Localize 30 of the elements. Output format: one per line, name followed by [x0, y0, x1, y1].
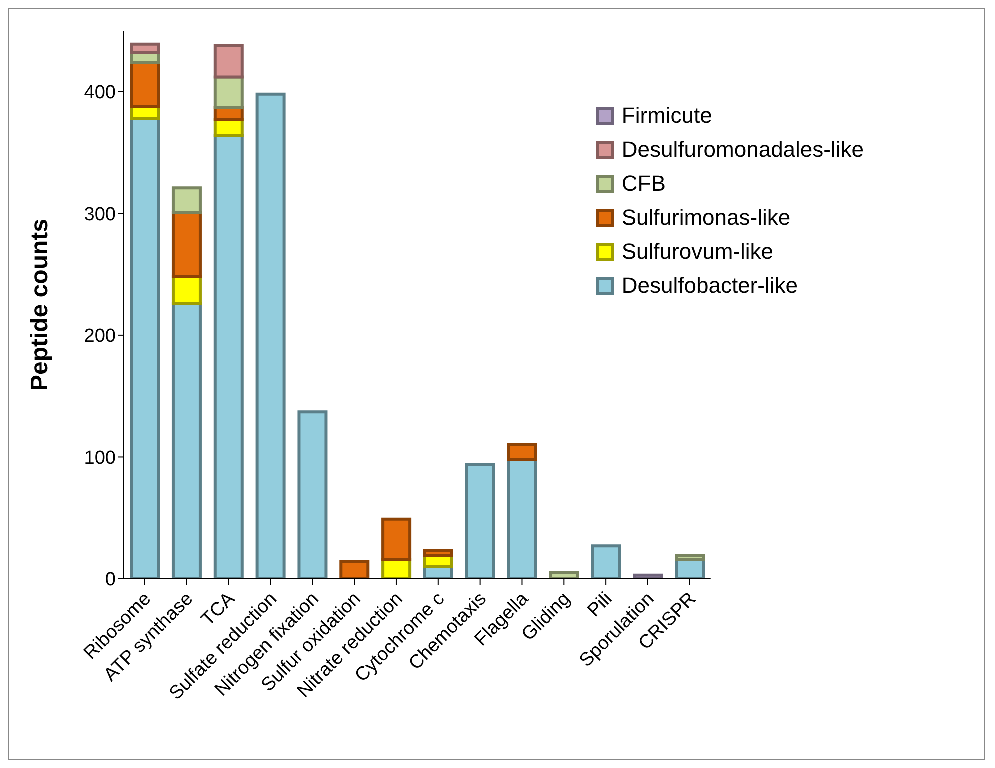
bar	[507, 458, 538, 579]
bar	[130, 42, 160, 54]
bar	[340, 560, 370, 579]
legend-label: Firmicute	[622, 103, 712, 129]
bar	[591, 544, 622, 579]
legend-label: Sulfurimonas-like	[622, 205, 791, 231]
bar	[256, 92, 286, 579]
y-axis-title: Peptide counts	[26, 218, 54, 392]
bar	[172, 186, 202, 214]
bar	[549, 571, 580, 579]
bar	[214, 134, 244, 579]
legend-label: Desulfobacter-like	[622, 273, 798, 299]
y-tick-label: 400	[84, 82, 116, 104]
y-tick-label: 0	[105, 570, 116, 591]
legend-label: Sulfurovum-like	[622, 239, 774, 265]
legend-label: CFB	[622, 171, 666, 197]
bar	[130, 117, 160, 579]
bar	[298, 410, 328, 579]
bar	[633, 574, 664, 579]
bar	[507, 444, 538, 462]
y-tick-label: 300	[84, 204, 116, 226]
bar	[675, 554, 705, 562]
y-tick-label: 100	[84, 448, 116, 469]
y-tick-label: 200	[84, 326, 116, 348]
legend-label: Desulfuromonadales-like	[622, 137, 864, 163]
bar	[465, 463, 496, 579]
bar	[214, 44, 244, 79]
bar	[382, 518, 412, 562]
bar	[423, 549, 454, 558]
bar	[130, 61, 160, 108]
